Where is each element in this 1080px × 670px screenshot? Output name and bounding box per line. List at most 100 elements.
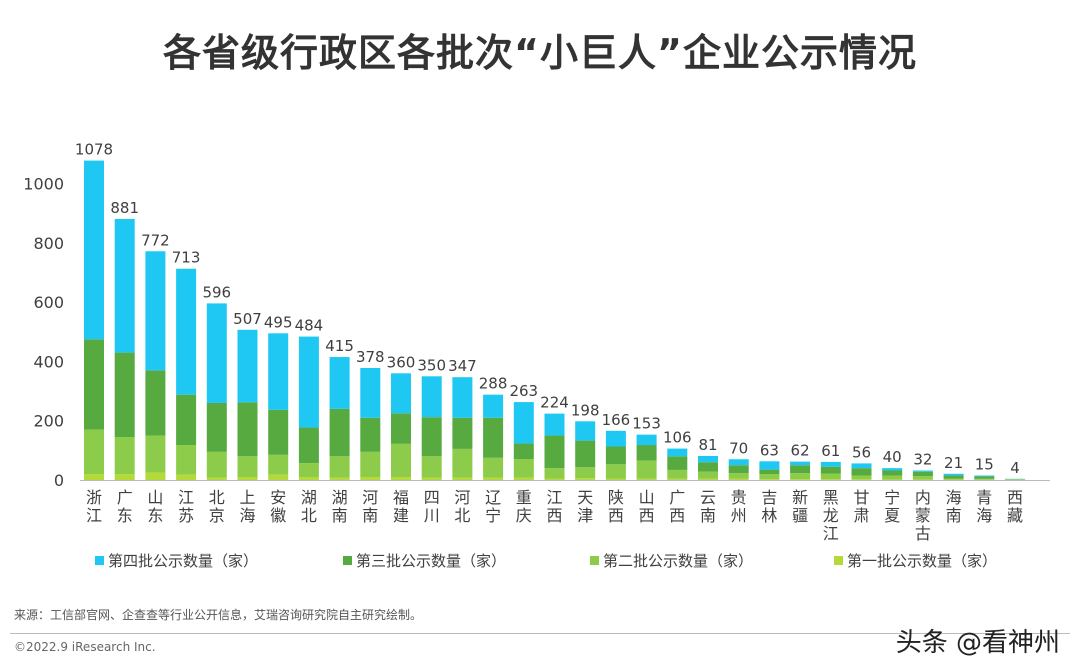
x-tick-label: 川: [424, 506, 440, 525]
data-label: 153: [632, 415, 661, 433]
bar-segment: [114, 352, 135, 438]
bar-segment: [360, 368, 381, 418]
bar-segment: [790, 479, 811, 480]
bar-segment: [605, 446, 626, 465]
y-tick-label: 1000: [23, 175, 64, 194]
data-label: 106: [663, 429, 692, 447]
bar-segment: [391, 443, 411, 478]
bar-segment: [728, 473, 749, 479]
x-tick-label: 山: [147, 488, 163, 507]
x-tick-label: 重: [516, 488, 532, 507]
bar-segment: [605, 430, 626, 447]
bar-segment: [882, 470, 903, 476]
footer-divider: [10, 633, 1070, 634]
bar-segment: [114, 474, 135, 480]
x-tick-label: 海: [946, 488, 962, 507]
data-label: 61: [821, 442, 840, 460]
bar-segment: [513, 459, 534, 478]
x-tick-label: 江: [178, 488, 194, 507]
data-label: 81: [698, 436, 717, 454]
bar-segment: [575, 421, 596, 441]
data-label: 4: [1010, 459, 1020, 477]
bar-segment: [636, 434, 657, 446]
x-tick-label: 黑: [823, 488, 839, 507]
x-tick-label: 海: [976, 506, 992, 525]
bar-segment: [790, 473, 811, 480]
bar-segment: [298, 477, 319, 480]
data-label: 507: [233, 310, 262, 328]
legend-swatch: [95, 556, 104, 565]
bar-segment: [698, 471, 718, 479]
bar-segment: [912, 471, 933, 477]
bar-segment: [851, 463, 872, 469]
bar-segment: [667, 448, 688, 457]
bar-segment: [759, 474, 780, 480]
bar-segment: [206, 402, 227, 452]
x-tick-label: 西: [608, 506, 624, 525]
page-title: 各省级行政区各批次“小巨人”企业公示情况: [163, 31, 917, 75]
bar-segment: [206, 303, 227, 403]
y-tick-label: 600: [33, 293, 64, 312]
legend-entry: 第二批公示数量（家）: [603, 552, 753, 570]
x-tick-label: 山: [639, 488, 655, 507]
bar-segment: [912, 476, 933, 480]
x-tick-label: 四: [424, 488, 440, 507]
data-label: 21: [944, 454, 963, 472]
x-tick-label: 苏: [178, 506, 194, 525]
y-tick-label: 400: [33, 352, 64, 371]
bar-segment: [974, 478, 995, 480]
bar-segment: [851, 475, 872, 480]
bar-segment: [544, 468, 565, 479]
data-label: 32: [913, 451, 932, 469]
x-tick-label: 吉: [761, 488, 777, 507]
data-label: 378: [356, 348, 385, 366]
bar-segment: [84, 474, 104, 480]
bar-segment: [452, 448, 473, 478]
x-tick-label: 新: [792, 488, 808, 507]
x-tick-label: 津: [577, 506, 593, 525]
x-tick-label: 夏: [884, 506, 900, 525]
bar-segment: [943, 475, 964, 479]
bar-segment: [176, 394, 197, 446]
y-tick-label: 200: [33, 412, 64, 431]
bar-segment: [176, 268, 197, 395]
bar-segment: [360, 451, 381, 478]
bar-segment: [237, 477, 258, 480]
bar-segment: [513, 402, 534, 444]
bar-segment: [483, 457, 504, 478]
bar-segment: [360, 417, 381, 452]
x-tick-label: 古: [915, 524, 931, 543]
bar-segment: [329, 408, 350, 457]
x-tick-label: 海: [239, 506, 255, 525]
x-tick-label: 州: [731, 506, 747, 525]
bar-segment: [759, 479, 780, 480]
bar-segment: [452, 417, 473, 449]
x-tick-label: 江: [546, 488, 562, 507]
x-tick-label: 宁: [485, 506, 501, 525]
bar-segment: [820, 461, 841, 467]
x-tick-label: 福: [393, 488, 409, 507]
data-label: 484: [295, 317, 324, 335]
bar-segment: [145, 251, 166, 371]
bar-segment: [605, 478, 626, 480]
x-tick-label: 建: [393, 506, 409, 525]
x-tick-label: 河: [454, 488, 470, 507]
bar-segment: [544, 435, 565, 469]
bar-segment: [391, 477, 411, 480]
bar-segment: [298, 427, 319, 464]
bar-segment: [882, 468, 903, 471]
bar-segment: [329, 357, 350, 409]
data-label: 596: [202, 283, 231, 301]
watermark-text: 头条 @看神州: [895, 628, 1060, 658]
bar-segment: [667, 456, 688, 470]
bar-segment: [391, 373, 411, 414]
data-label: 166: [602, 411, 631, 429]
bar-segment: [84, 339, 104, 430]
x-tick-label: 青: [976, 488, 992, 507]
bar-segment: [636, 478, 657, 480]
bar-segment: [575, 478, 596, 480]
bar-segment: [759, 469, 780, 475]
data-label: 288: [479, 375, 508, 393]
bar-segment: [790, 465, 811, 474]
bar-segment: [84, 160, 104, 340]
